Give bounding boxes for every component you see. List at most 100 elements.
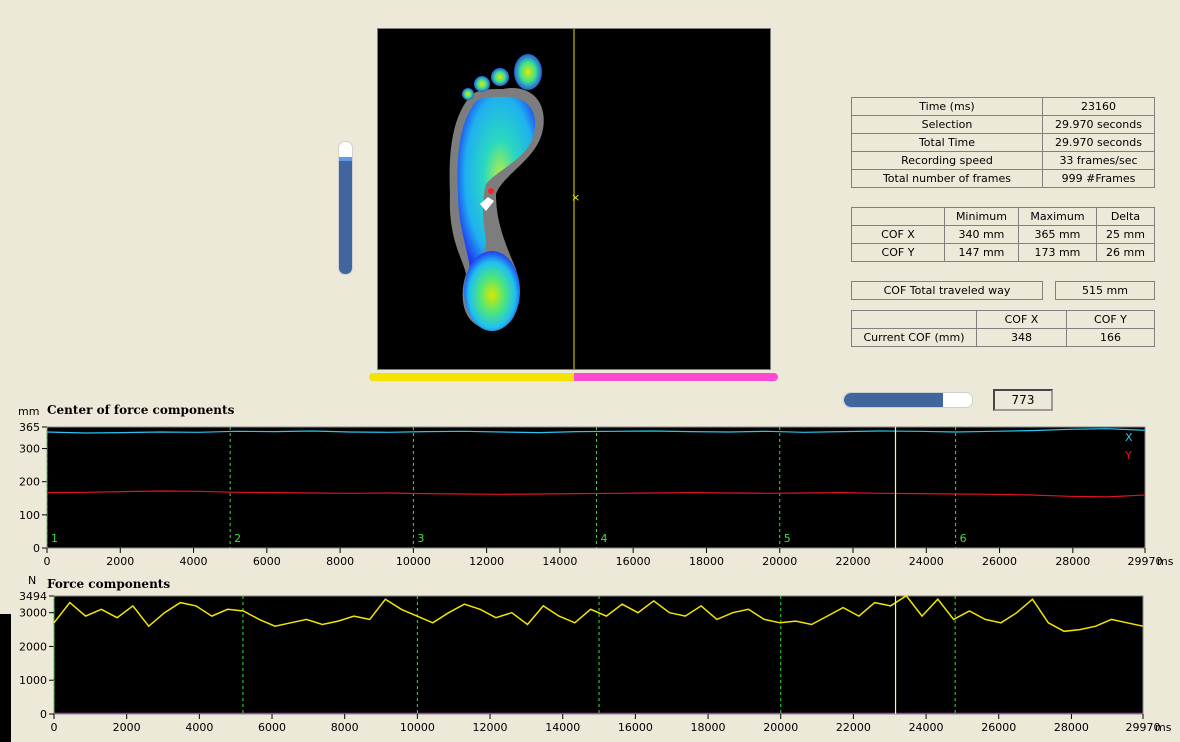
x-tick-label: 28000 (1055, 555, 1090, 568)
x-tick-label: 0 (44, 555, 51, 568)
time-range-slider[interactable] (369, 373, 778, 381)
info-value: 29.970 seconds (1042, 133, 1155, 152)
cof-chart-title: Center of force components (47, 403, 235, 417)
x-axis-unit: ms (1157, 555, 1174, 568)
info-label: Time (ms) (851, 97, 1043, 116)
pressure-scale-slider[interactable] (338, 141, 353, 275)
recording-info-table: Time (ms) 23160 Selection 29.970 seconds T… (851, 97, 1155, 188)
foot-pressure-image[interactable]: × (377, 28, 771, 370)
frame-slider[interactable] (843, 392, 973, 408)
frame-number-field[interactable]: 773 (993, 389, 1053, 411)
x-tick-label: 18000 (691, 721, 726, 734)
x-tick-label: 16000 (618, 721, 653, 734)
y-tick-label: 200 (19, 476, 40, 489)
cof-travel-table: COF Total traveled way 515 mm (851, 281, 1155, 300)
x-tick-label: 18000 (689, 555, 724, 568)
x-tick-label: 12000 (469, 555, 504, 568)
y-tick-label: 3494 (19, 590, 47, 603)
x-tick-label: 26000 (982, 555, 1017, 568)
x-tick-label: 22000 (836, 721, 871, 734)
x-tick-label: 6000 (253, 555, 281, 568)
force-chart[interactable]: 0 1000 2000 3000 3494 0 2000 4000 6000 8000 10000 1… (0, 588, 1180, 740)
current-cof-header-x: COF X (976, 310, 1067, 329)
cof-range-header: Minimum (944, 207, 1019, 226)
y-tick-label: 100 (19, 509, 40, 522)
y-tick-label: 0 (40, 708, 47, 721)
current-cof-x: 348 (976, 328, 1067, 347)
cof-range-min: 340 mm (944, 225, 1019, 244)
time-range-remaining (574, 373, 778, 381)
y-tick-label: 1000 (19, 674, 47, 687)
x-tick-label: 8000 (331, 721, 359, 734)
cof-range-label: COF Y (851, 243, 945, 262)
cof-range-max: 365 mm (1017, 225, 1098, 244)
info-value: 29.970 seconds (1042, 115, 1155, 134)
event-marker-label: 4 (601, 532, 608, 545)
cof-range-header (851, 207, 945, 226)
x-tick-label: 22000 (836, 555, 871, 568)
event-marker-label: 5 (784, 532, 791, 545)
legend-label: Y (1124, 449, 1132, 462)
y-tick-label: 0 (33, 542, 40, 555)
x-tick-label: 20000 (763, 721, 798, 734)
cof-chart-unit: mm (18, 405, 40, 418)
x-tick-label: 10000 (400, 721, 435, 734)
x-tick-label: 14000 (545, 721, 580, 734)
force-chart-unit: N (28, 574, 37, 587)
y-tick-label: 2000 (19, 640, 47, 653)
legend-label: X (1125, 431, 1133, 444)
x-tick-label: 24000 (909, 721, 944, 734)
x-axis-unit: ms (1155, 721, 1172, 734)
plot-area (46, 426, 1146, 549)
info-label: Total number of frames (851, 169, 1043, 188)
x-tick-label: 4000 (185, 721, 213, 734)
cof-range-max: 173 mm (1017, 243, 1098, 262)
current-cof-y: 166 (1065, 328, 1156, 347)
frame-slider-fill (844, 393, 943, 407)
x-tick-label: 14000 (542, 555, 577, 568)
current-cof-header-blank (851, 310, 977, 329)
event-marker-label: 1 (51, 532, 58, 545)
cof-range-table: Minimum Maximum Delta COF X 340 mm 365 mm 25 m… (851, 207, 1155, 262)
series-line-X (46, 428, 1146, 434)
current-cof-label: Current COF (mm) (851, 328, 977, 347)
x-tick-label: 16000 (616, 555, 651, 568)
x-tick-label: 2000 (113, 721, 141, 734)
info-value: 33 frames/sec (1042, 151, 1155, 170)
x-tick-label: 20000 (762, 555, 797, 568)
info-label: Selection (851, 115, 1043, 134)
x-tick-label: 10000 (396, 555, 431, 568)
x-tick-label: 6000 (258, 721, 286, 734)
info-label: Recording speed (851, 151, 1043, 170)
cof-range-delta: 25 mm (1096, 225, 1155, 244)
y-tick-label: 365 (19, 421, 40, 434)
cof-range-label: COF X (851, 225, 945, 244)
left-edge-bar (0, 614, 11, 742)
x-tick-label: 4000 (180, 555, 208, 568)
pressure-scale-handle[interactable] (339, 157, 352, 161)
x-tick-label: 2000 (106, 555, 134, 568)
time-range-selected (369, 373, 574, 381)
travel-value: 515 mm (1055, 281, 1155, 300)
cof-range-delta: 26 mm (1096, 243, 1155, 262)
info-value: 23160 (1042, 97, 1155, 116)
force-chart-title: Force components (47, 577, 171, 591)
event-marker-label: 6 (960, 532, 967, 545)
x-tick-label: 28000 (1054, 721, 1089, 734)
info-value: 999 #Frames (1042, 169, 1155, 188)
svg-text:×: × (571, 191, 580, 204)
x-tick-label: 24000 (909, 555, 944, 568)
x-tick-label: 0 (51, 721, 58, 734)
x-tick-label: 8000 (326, 555, 354, 568)
pressure-scale-fill (339, 161, 352, 274)
y-tick-label: 3000 (19, 607, 47, 620)
y-tick-label: 300 (19, 443, 40, 456)
x-tick-label: 29970 (1128, 555, 1163, 568)
current-cof-table: COF X COF Y Current COF (mm) 348 166 (851, 310, 1156, 347)
x-tick-label: 29970 (1126, 721, 1161, 734)
cof-range-header: Maximum (1017, 207, 1098, 226)
info-label: Total Time (851, 133, 1043, 152)
cof-range-min: 147 mm (944, 243, 1019, 262)
x-tick-label: 26000 (981, 721, 1016, 734)
